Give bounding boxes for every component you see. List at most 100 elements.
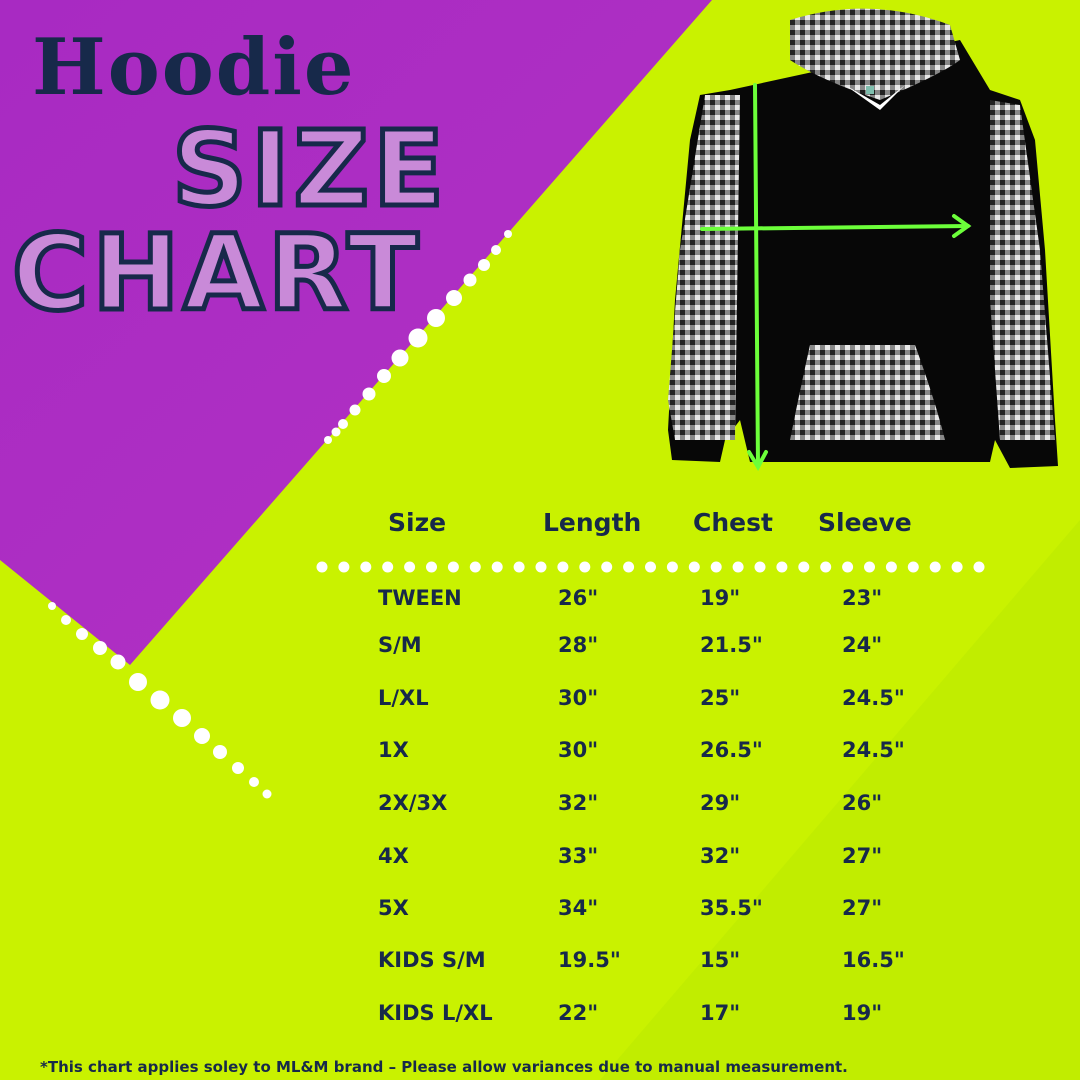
title-hoodie: Hoodie — [32, 22, 356, 113]
pearl — [864, 561, 875, 573]
pearl — [93, 641, 107, 655]
pearl — [820, 561, 832, 573]
dotted-divider — [316, 561, 985, 573]
footer-note: *This chart applies soley to ML&M brand … — [40, 1058, 848, 1076]
length-arrow-icon — [747, 83, 768, 472]
pearl — [579, 561, 591, 573]
pearl — [382, 561, 394, 573]
pearl — [316, 561, 328, 573]
pearl — [666, 561, 678, 573]
cell-sleeve: 24" — [842, 633, 883, 657]
pearl — [362, 387, 376, 401]
pearl-strand-upper — [324, 230, 512, 444]
cell-size: 1X — [378, 738, 409, 762]
light-diagonal-region — [600, 520, 1080, 1080]
chest-arrow-icon — [700, 214, 972, 238]
pearl — [76, 628, 88, 640]
pearl — [951, 561, 963, 573]
pearl — [973, 561, 985, 573]
pearl — [754, 561, 766, 573]
pearl — [463, 273, 477, 287]
cell-chest: 35.5" — [700, 896, 763, 920]
cell-chest: 25" — [700, 686, 741, 710]
pearl — [110, 654, 126, 670]
cell-length: 30" — [558, 686, 599, 710]
cell-length: 28" — [558, 633, 599, 657]
pearl — [623, 561, 635, 573]
pearl — [491, 561, 503, 573]
pearl — [150, 690, 170, 710]
cell-chest: 17" — [700, 1001, 741, 1025]
cell-length: 32" — [558, 791, 599, 815]
pearl — [478, 259, 490, 271]
cell-size: 4X — [378, 844, 409, 868]
cell-size: TWEEN — [378, 586, 462, 610]
pearl — [426, 561, 437, 573]
pearl — [262, 789, 272, 799]
pearl — [885, 561, 897, 573]
pearl — [732, 561, 744, 573]
cell-size: L/XL — [378, 686, 429, 710]
header-size: Size — [388, 508, 447, 537]
pearl — [447, 561, 459, 573]
pearl — [232, 762, 244, 774]
pearl — [535, 561, 547, 573]
cell-chest: 32" — [700, 844, 741, 868]
cell-sleeve: 23" — [842, 586, 883, 610]
title-chart: CHART — [9, 210, 423, 337]
cell-sleeve: 26" — [842, 791, 883, 815]
pearl — [645, 561, 656, 573]
cell-size: S/M — [378, 633, 422, 657]
pearl — [513, 561, 525, 573]
pearl — [194, 728, 210, 744]
pearl — [776, 561, 788, 573]
cell-length: 19.5" — [558, 948, 621, 972]
cell-sleeve: 27" — [842, 844, 883, 868]
cell-sleeve: 24.5" — [842, 686, 905, 710]
pearl — [249, 777, 259, 787]
pearl — [842, 561, 854, 573]
cell-chest: 15" — [700, 948, 741, 972]
cell-length: 33" — [558, 844, 599, 868]
cell-length: 30" — [558, 738, 599, 762]
pearl — [557, 561, 569, 573]
cell-chest: 29" — [700, 791, 741, 815]
pearl — [798, 561, 810, 573]
cell-sleeve: 16.5" — [842, 948, 905, 972]
pearl — [338, 561, 350, 573]
cell-chest: 19" — [700, 586, 741, 610]
cell-chest: 21.5" — [700, 633, 763, 657]
pearl — [929, 561, 941, 573]
cell-length: 26" — [558, 586, 599, 610]
pearl — [404, 561, 416, 573]
header-length: Length — [543, 508, 642, 537]
cell-length: 22" — [558, 1001, 599, 1025]
pearl — [469, 561, 481, 573]
pearl — [391, 349, 409, 367]
header-sleeve: Sleeve — [818, 508, 912, 537]
pearl — [61, 615, 71, 625]
title-size: SIZE — [169, 106, 449, 233]
cell-length: 34" — [558, 896, 599, 920]
pearl-strand-lower — [48, 602, 272, 799]
pearl — [324, 436, 332, 444]
pearl — [360, 561, 372, 573]
pearl — [377, 369, 391, 383]
pearl — [601, 561, 613, 573]
pearl — [331, 427, 341, 437]
pearl — [491, 245, 501, 255]
header-chest: Chest — [693, 508, 773, 537]
pearl — [129, 673, 147, 691]
pearl — [349, 404, 361, 416]
pearl — [213, 745, 227, 759]
cell-size: KIDS S/M — [378, 948, 486, 972]
pearl — [173, 709, 191, 727]
pearl — [907, 561, 919, 573]
cell-sleeve: 27" — [842, 896, 883, 920]
cell-size: 5X — [378, 896, 409, 920]
pearl — [48, 602, 56, 610]
pearl — [408, 328, 428, 348]
purple-triangle — [0, 0, 712, 665]
cell-chest: 26.5" — [700, 738, 763, 762]
cell-size: KIDS L/XL — [378, 1001, 493, 1025]
